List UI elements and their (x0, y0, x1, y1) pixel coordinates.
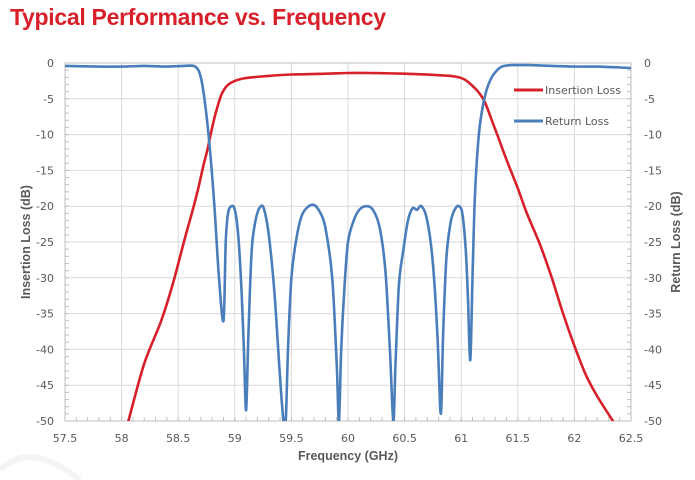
legend: Insertion Loss Return Loss (514, 84, 621, 128)
y2-tick-label: -35 (644, 308, 662, 321)
y-tick-labels: 0 -5 -10 -15 -20 -25 -30 -35 -40 -45 -50 (36, 57, 54, 428)
x-tick-label: 62.5 (619, 432, 644, 445)
y2-tick-label: -15 (644, 164, 662, 177)
y-tick-label: -25 (36, 236, 54, 249)
y-tick-label: -15 (36, 164, 54, 177)
y2-tick-label: -25 (644, 236, 662, 249)
y2-tick-label: -10 (644, 129, 662, 142)
legend-label-return-loss: Return Loss (545, 115, 609, 128)
y2-axis-title: Return Loss (dB) (669, 191, 683, 292)
y-tick-label: -10 (36, 129, 54, 142)
chart-title: Typical Performance vs. Frequency (10, 4, 386, 30)
series-line-return-loss (65, 63, 631, 421)
x-tick-label: 60 (341, 432, 355, 445)
series-layer (65, 63, 631, 421)
y-tick-label: -30 (36, 272, 54, 285)
y-tick-label: -40 (36, 343, 54, 356)
y2-tick-label: -30 (644, 272, 662, 285)
y2-tick-label: 0 (644, 57, 651, 70)
x-tick-label: 59.5 (279, 432, 304, 445)
x-tick-label: 61.5 (506, 432, 531, 445)
x-tick-label: 59 (228, 432, 242, 445)
y-tick-label: -35 (36, 308, 54, 321)
series-line-insertion-loss (127, 71, 615, 421)
x-axis-title: Frequency (GHz) (298, 449, 398, 463)
y-tick-label: -45 (36, 379, 54, 392)
y-tick-label: -50 (36, 415, 54, 428)
x-tick-labels: 57.5 58 58.5 59 59.5 60 60.5 61 61.5 62 62.5 (53, 432, 644, 445)
x-tick-label: 57.5 (53, 432, 78, 445)
y-tick-label: 0 (47, 57, 54, 70)
y-tick-label: -20 (36, 200, 54, 213)
plot-area (64, 62, 632, 422)
y-axis-title: Insertion Loss (dB) (19, 185, 33, 299)
x-tick-label: 58 (115, 432, 129, 445)
legend-label-insertion-loss: Insertion Loss (545, 84, 621, 97)
x-tick-label: 60.5 (392, 432, 417, 445)
x-tick-label: 58.5 (166, 432, 191, 445)
y2-tick-labels: 0 -5 -10 -15 -20 -25 -30 -35 -40 -45 -50 (644, 57, 662, 428)
decorative-arc (0, 454, 82, 480)
x-tick-label: 61 (454, 432, 468, 445)
y2-tick-label: -40 (644, 343, 662, 356)
y2-tick-label: -45 (644, 379, 662, 392)
x-tick-label: 62 (567, 432, 581, 445)
y2-tick-label: -5 (644, 93, 655, 106)
y-tick-label: -5 (43, 93, 54, 106)
y2-tick-label: -20 (644, 200, 662, 213)
y2-tick-label: -50 (644, 415, 662, 428)
